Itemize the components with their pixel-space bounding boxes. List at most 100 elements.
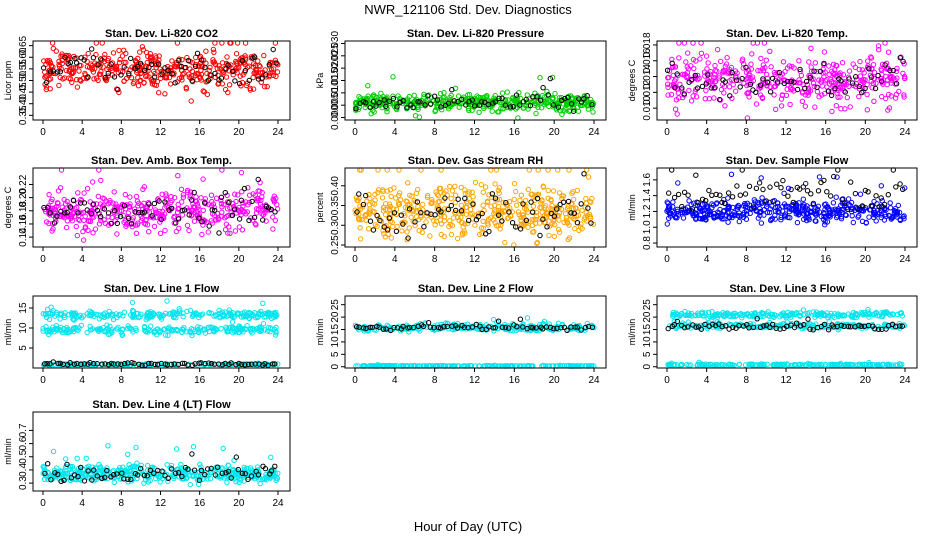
data-point-hourly (422, 102, 428, 108)
data-point-all (495, 187, 502, 194)
data-point-all (535, 104, 541, 111)
data-point-all (529, 217, 535, 223)
data-point-all (569, 99, 576, 106)
data-point-all (857, 58, 863, 65)
data-point-hourly (212, 70, 218, 77)
data-point-all (846, 68, 853, 74)
data-point-hourly (155, 61, 162, 67)
data-point-hourly (141, 67, 148, 74)
data-point-all (166, 204, 172, 211)
data-point-hourly (760, 76, 766, 82)
data-point-hourly (852, 190, 859, 197)
data-point-hourly (115, 86, 121, 93)
data-point-hourly (425, 93, 431, 99)
x-tick-label: 12 (780, 127, 792, 138)
data-point-all (559, 111, 565, 118)
data-point-hourly (374, 212, 380, 219)
data-point-all (577, 102, 584, 109)
data-point-hourly (61, 210, 68, 216)
data-point-all (237, 73, 244, 79)
data-point-hourly (776, 69, 783, 76)
data-point-all (46, 58, 53, 64)
data-point-all (85, 227, 91, 234)
data-point-all (821, 91, 828, 97)
data-point-all (767, 48, 773, 54)
data-point-all (540, 183, 546, 189)
data-point-all (206, 67, 212, 74)
data-point-hourly (242, 67, 249, 74)
data-point-all (70, 69, 77, 76)
y-axis-label: degrees C (3, 186, 13, 228)
data-point-hourly (393, 228, 400, 235)
data-point-all (796, 77, 802, 83)
data-point-hourly (417, 99, 423, 105)
data-point-all (160, 70, 166, 76)
data-point-all (222, 227, 229, 233)
data-point-all (834, 81, 840, 88)
data-point-all (269, 69, 275, 75)
data-point-all (515, 209, 522, 215)
data-point-hourly (797, 66, 803, 73)
data-point-all (551, 211, 557, 217)
data-point-hourly (527, 102, 534, 109)
data-point-all (272, 217, 278, 224)
data-point-all (54, 200, 61, 206)
data-point-all (133, 230, 140, 237)
data-point-all (110, 50, 117, 56)
data-point-hourly (463, 102, 469, 108)
data-point-all (232, 191, 238, 197)
data-point-all (893, 68, 900, 75)
data-point-all (140, 47, 147, 53)
data-point-all (849, 213, 855, 219)
data-point-all (857, 73, 864, 79)
x-tick-label: 8 (432, 127, 438, 138)
data-point-hourly (404, 105, 410, 111)
data-point-all (856, 66, 862, 73)
data-point-all (429, 197, 435, 203)
data-point-all (375, 189, 381, 196)
data-point-hourly (367, 218, 374, 224)
data-point-all (438, 231, 444, 238)
data-point-all (744, 82, 750, 89)
data-point-hourly (428, 101, 434, 107)
data-point-all (802, 103, 808, 109)
data-point-hourly (400, 221, 406, 227)
data-point-all (816, 174, 823, 180)
data-point-all (207, 76, 213, 82)
data-point-all (230, 72, 236, 78)
data-point-all (824, 219, 831, 225)
data-point-hourly (872, 85, 879, 92)
data-point-all (875, 43, 882, 49)
data-point-all (179, 199, 185, 205)
data-point-hourly (554, 206, 560, 212)
data-point-all (544, 88, 550, 95)
data-point-all (69, 218, 76, 224)
data-point-hourly (236, 80, 243, 87)
data-point-hourly (817, 68, 823, 75)
chart-title: Stan. Dev. Line 3 Flow (729, 283, 845, 295)
data-point-all (207, 64, 213, 71)
data-point-hourly (866, 66, 872, 72)
data-point-all (210, 59, 216, 65)
data-point-valve-mid (260, 321, 267, 327)
data-point-all (126, 203, 133, 210)
data-point-all (587, 96, 594, 103)
data-point-all (552, 90, 558, 97)
data-point-all (787, 215, 793, 221)
data-point-all (447, 183, 453, 190)
y-tick-label: 10 (330, 336, 341, 348)
data-point-all (854, 76, 860, 82)
data-point-hourly (469, 97, 475, 103)
data-point-all (441, 94, 447, 100)
data-point-all (208, 192, 215, 198)
data-point-all (868, 55, 875, 61)
data-point-hourly (708, 85, 714, 91)
y-tick-label: 15 (330, 324, 341, 336)
data-point-hourly (185, 57, 192, 64)
data-point-all (703, 53, 710, 59)
data-point-all (223, 221, 230, 227)
data-point-hourly (578, 201, 584, 207)
data-point-all (787, 101, 793, 108)
data-point-all (703, 87, 709, 94)
data-point-all (665, 75, 671, 81)
